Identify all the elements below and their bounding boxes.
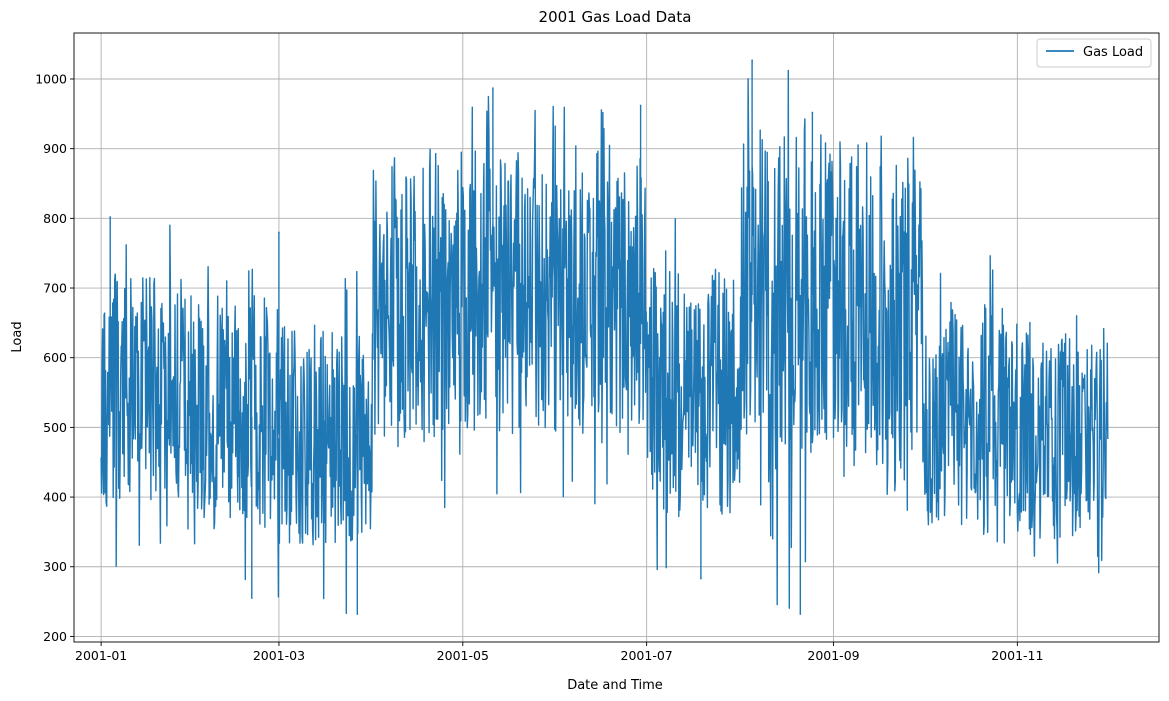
data-point [751, 59, 753, 61]
y-tick-label: 1000 [35, 71, 67, 86]
x-tick-label: 2001-03 [253, 648, 305, 663]
data-point [799, 613, 802, 615]
y-axis-title: Load [10, 321, 25, 352]
legend-box [1036, 38, 1152, 68]
x-tick-label: 2001-07 [621, 648, 673, 663]
x-axis: 2001-01 2001-03 2001-05 2001-07 2001-09 2001-… [75, 642, 1043, 663]
y-axis: 200 300 400 500 600 700 800 900 1000 [35, 71, 74, 644]
series-gas-load [100, 59, 1109, 615]
data-point [356, 613, 359, 615]
y-tick-label: 200 [43, 629, 67, 644]
x-tick-label: 2001-09 [807, 648, 859, 663]
data-point [278, 231, 280, 234]
data-point [492, 87, 494, 89]
plot-frame [73, 32, 1160, 643]
x-axis-title: Date and Time [567, 678, 663, 693]
data-point [700, 577, 702, 580]
y-tick-label: 500 [43, 420, 67, 435]
y-tick-label: 400 [43, 490, 67, 505]
x-tick-label: 2001-05 [437, 648, 489, 663]
y-tick-label: 800 [43, 211, 67, 226]
data-point [811, 111, 814, 114]
y-tick-label: 700 [43, 281, 67, 296]
x-tick-label: 2001-01 [75, 648, 127, 663]
data-point [251, 597, 253, 599]
y-tick-label: 300 [43, 559, 67, 574]
y-tick-label: 900 [43, 141, 67, 156]
data-point [109, 216, 111, 218]
x-tick-label: 2001-11 [991, 648, 1043, 663]
data-point [639, 104, 642, 107]
chart-title: 2001 Gas Load Data [539, 8, 692, 26]
series-line-gas-load [100, 60, 1109, 615]
y-tick-label: 600 [43, 350, 67, 365]
legend: Gas Load [1036, 38, 1152, 68]
legend-label-gas-load: Gas Load [1083, 45, 1143, 60]
